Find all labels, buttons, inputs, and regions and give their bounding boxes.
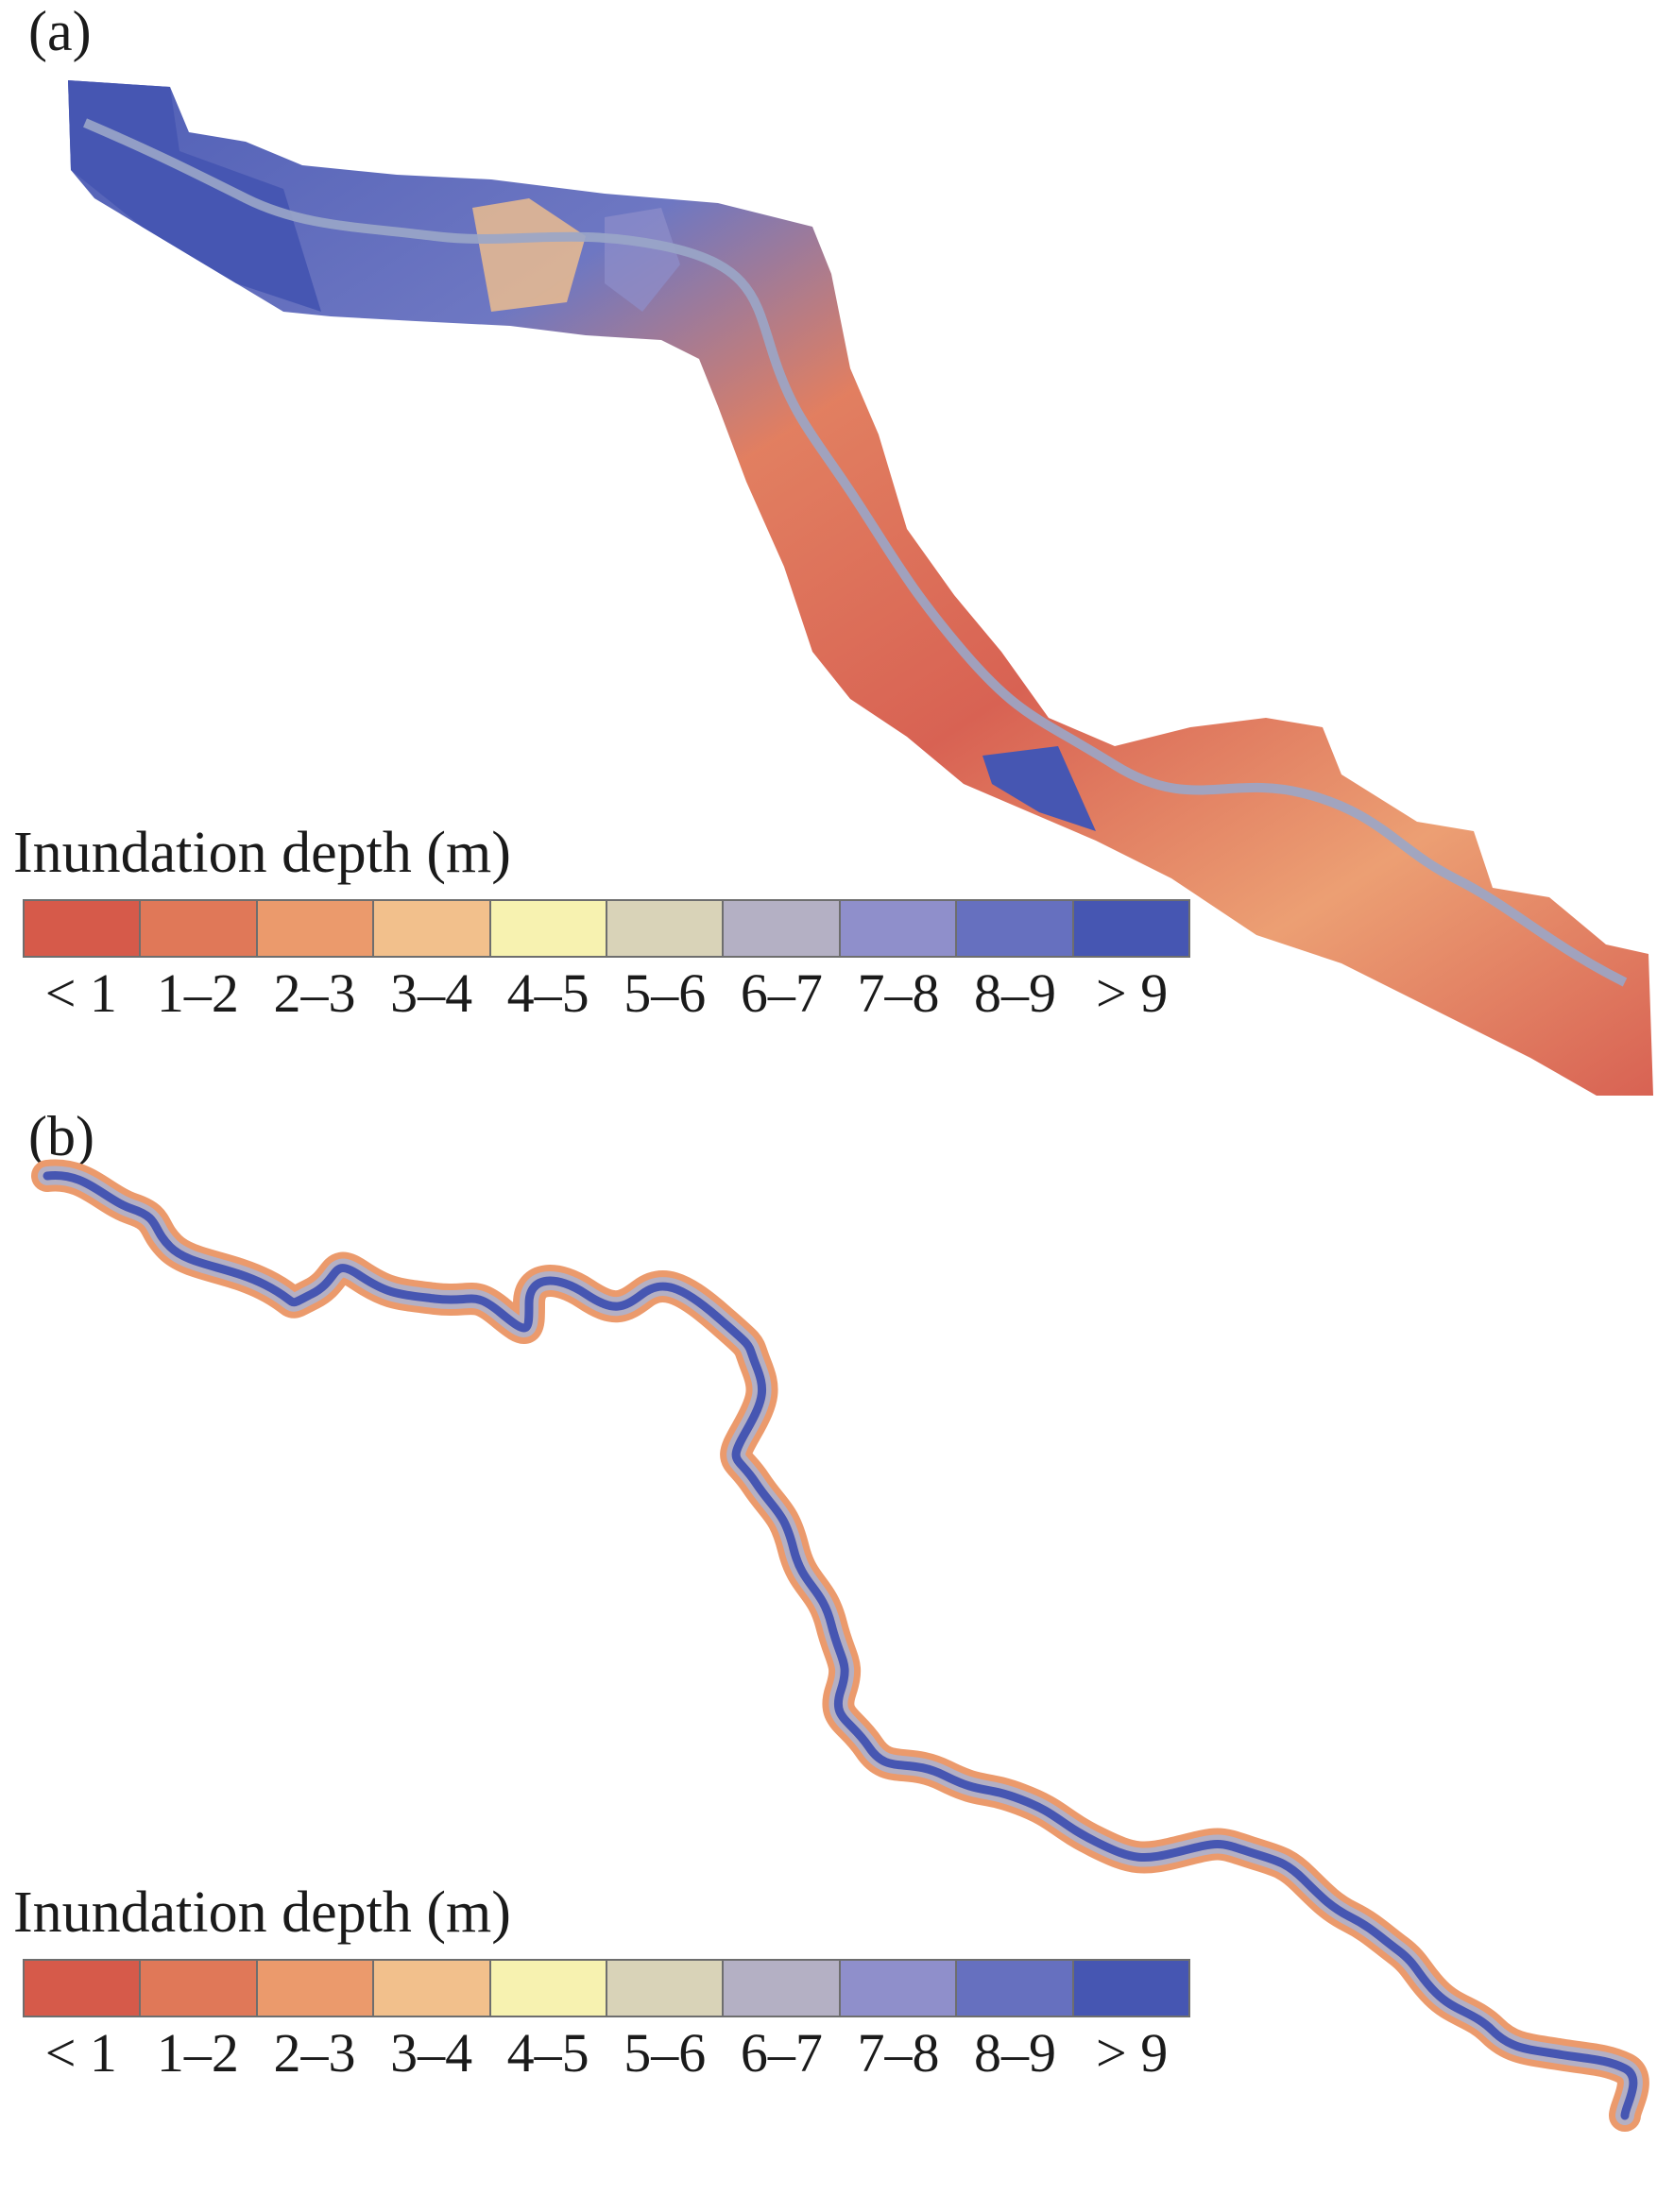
legend-label: 4–5: [506, 2022, 589, 2084]
legend-swatch: [840, 901, 958, 956]
river-channel-b: [43, 1170, 1638, 2120]
legend-label: 6–7: [740, 962, 823, 1024]
legend-swatch: [374, 1961, 491, 2016]
legend-label: < 1: [44, 962, 117, 1024]
moderate-zone-a1: [472, 198, 586, 312]
legend-swatch: [957, 1961, 1074, 2016]
legend-label: 1–2: [156, 962, 239, 1024]
legend-swatch: [257, 901, 375, 956]
panel-b: (b) Inundation depth (m) < 1 1–2 2–3 3–4…: [0, 1105, 1674, 2212]
legend-label: 8–9: [974, 2022, 1057, 2084]
legend-label: 5–6: [623, 962, 707, 1024]
legend-swatch: [141, 901, 258, 956]
legend-label: < 1: [44, 2022, 117, 2084]
legend-swatch: [257, 1961, 375, 2016]
legend-swatch: [607, 1961, 725, 2016]
panel-b-label: (b): [28, 1105, 94, 1167]
legend-label: 6–7: [740, 2022, 823, 2084]
legend-swatch: [724, 1961, 841, 2016]
floodplain-extent-a: [68, 80, 1653, 1096]
deep-zone-a1: [68, 80, 321, 312]
legend-label: 8–9: [974, 962, 1057, 1024]
legend-swatch: [490, 1961, 608, 2016]
legend-swatch: [141, 1961, 258, 2016]
deep-zone-a2: [982, 746, 1096, 831]
legend-label: 4–5: [506, 962, 589, 1024]
legend-title-a: Inundation depth (m): [13, 821, 511, 885]
legend-labels-b: < 1 1–2 2–3 3–4 4–5 5–6 6–7 7–8 8–9 > 9: [23, 2023, 1190, 2084]
legend-labels-a: < 1 1–2 2–3 3–4 4–5 5–6 6–7 7–8 8–9 > 9: [23, 963, 1190, 1024]
panel-a-label: (a): [28, 0, 92, 62]
inundation-map-b: [31, 1159, 1649, 2132]
panel-a: (a) Inundation depth (m): [0, 0, 1674, 1105]
legend-label: 3–4: [390, 2022, 473, 2084]
legend-title-b: Inundation depth (m): [13, 1880, 511, 1945]
legend-label: 3–4: [390, 962, 473, 1024]
legend-label: 7–8: [857, 962, 940, 1024]
legend-colorbar-a: [23, 899, 1190, 958]
legend-swatch: [1073, 1961, 1189, 2016]
legend-swatch: [374, 901, 491, 956]
legend-a: Inundation depth (m) < 1 1–2 2–3 3–4 4–5…: [13, 820, 1194, 1024]
legend-b: Inundation depth (m) < 1 1–2 2–3 3–4 4–5…: [13, 1880, 1194, 2084]
legend-label: 5–6: [623, 2022, 707, 2084]
legend-label: 2–3: [273, 962, 356, 1024]
moderate-zone-a2: [605, 208, 680, 312]
legend-label: > 9: [1096, 2022, 1169, 2084]
legend-label: > 9: [1096, 962, 1169, 1024]
legend-swatch: [840, 1961, 958, 2016]
legend-swatch: [957, 901, 1074, 956]
legend-colorbar-b: [23, 1959, 1190, 2017]
legend-swatch: [724, 901, 841, 956]
legend-swatch: [490, 901, 608, 956]
legend-swatch: [25, 1961, 142, 2016]
legend-label: 7–8: [857, 2022, 940, 2084]
river-channel-a: [83, 118, 1628, 987]
legend-swatch: [25, 901, 142, 956]
inundation-map-a: [68, 80, 1653, 1096]
legend-swatch: [1073, 901, 1189, 956]
legend-label: 2–3: [273, 2022, 356, 2084]
legend-label: 1–2: [156, 2022, 239, 2084]
legend-swatch: [607, 901, 725, 956]
